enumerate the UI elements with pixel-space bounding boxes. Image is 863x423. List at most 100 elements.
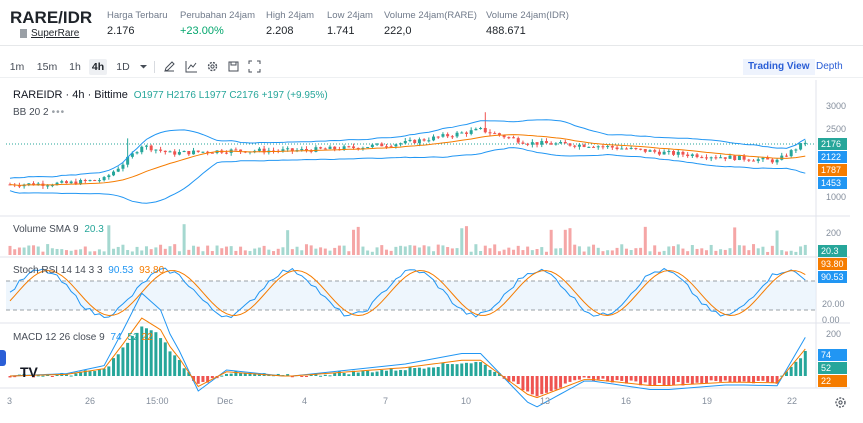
macd-signal-line (9, 317, 806, 399)
volume-bar (380, 245, 384, 255)
volume-bar (112, 248, 116, 255)
volume-bar (634, 248, 638, 255)
tab-trading-view[interactable]: Trading View (743, 59, 815, 75)
macd-histogram-bar (422, 368, 426, 376)
candle-body (342, 146, 346, 150)
candle-body (789, 150, 793, 157)
macd-histogram-bar (36, 375, 40, 377)
volume-bar (215, 245, 219, 255)
volume-bar (130, 251, 134, 255)
candle-body (366, 147, 370, 149)
macd-histogram-bar (192, 376, 196, 381)
volume-bar (497, 251, 501, 255)
coin-name-link[interactable]: SuperRare (20, 28, 79, 39)
candle-body (686, 154, 690, 157)
interval-4h[interactable]: 4h (89, 59, 107, 75)
side-panel-toggle[interactable] (0, 350, 6, 366)
macd-histogram-bar (432, 367, 436, 376)
candle-body (112, 171, 116, 176)
volume-bar (116, 246, 120, 255)
macd-histogram-bar (224, 373, 228, 376)
stoch-tick: 0.00 (822, 315, 840, 325)
macd-histogram-bar (427, 367, 431, 376)
volume-bar (464, 226, 468, 255)
macd-histogram-bar (554, 376, 558, 390)
candle-body (46, 185, 50, 187)
macd-histogram-bar (714, 376, 718, 382)
interval-1m[interactable]: 1m (9, 61, 25, 73)
volume-bar (328, 250, 332, 255)
macd-histogram-bar (657, 376, 661, 383)
volume-bar (507, 247, 511, 255)
macd-histogram-bar (248, 372, 252, 376)
candle-body (544, 141, 548, 144)
macd-histogram-bar (361, 370, 365, 376)
save-icon[interactable] (227, 60, 240, 73)
candle-body (639, 148, 643, 150)
interval-1d[interactable]: 1D (116, 61, 130, 73)
macd-histogram-bar (32, 376, 36, 378)
macd-histogram-bar (375, 371, 379, 376)
candle-body (761, 157, 765, 160)
tab-depth[interactable]: Depth (816, 61, 843, 72)
x-label: 26 (85, 396, 96, 406)
macd-histogram-bar (784, 371, 788, 376)
volume-bar (526, 246, 530, 255)
indicator-chart-icon[interactable] (185, 60, 198, 73)
volume-bar (107, 225, 111, 255)
chart-settings-icon[interactable] (834, 396, 847, 409)
macd-histogram-bar (403, 370, 407, 376)
volume-bar (479, 251, 483, 255)
candle-body (384, 146, 388, 148)
volume-bar (615, 247, 619, 255)
candle-body (140, 146, 144, 153)
fullscreen-icon[interactable] (248, 60, 261, 73)
candle-body (450, 136, 454, 138)
candle-body (695, 154, 699, 158)
interval-15m[interactable]: 15m (36, 61, 58, 73)
candle-body (290, 148, 294, 151)
volume-bar (149, 249, 153, 255)
macd-histogram-bar (328, 375, 332, 377)
candle-body (370, 144, 374, 148)
volume-bar (337, 245, 341, 255)
volume-bar (568, 228, 572, 255)
volume-bar (672, 246, 676, 255)
macd-histogram-bar (417, 367, 421, 376)
volume-bar (733, 227, 737, 255)
volume-bar (93, 251, 97, 255)
coin-name-label[interactable]: SuperRare (31, 28, 80, 39)
candle-body (394, 144, 398, 147)
candle-body (775, 159, 779, 163)
candle-body (549, 143, 553, 145)
volume-bar (723, 249, 727, 255)
volume-bar (709, 244, 713, 255)
draw-pencil-icon[interactable] (163, 60, 176, 73)
candle-body (206, 151, 210, 153)
volume-tick: 200 (826, 228, 842, 238)
candle-body (601, 146, 605, 148)
macd-histogram-bar (479, 362, 483, 376)
volume-bar (243, 250, 247, 255)
settings-gear-icon[interactable] (206, 60, 219, 73)
dropdown-arrow-icon[interactable] (137, 60, 150, 73)
volume-bar (582, 251, 586, 255)
interval-1h[interactable]: 1h (69, 61, 81, 73)
macd-histogram-bar (488, 369, 492, 376)
volume-bar (530, 250, 534, 255)
macd-histogram-bar (323, 374, 327, 376)
stoch-tag-d: 93.80 (818, 258, 847, 270)
volume-bar (201, 251, 205, 255)
x-label: 16 (621, 396, 632, 406)
volume-bar (41, 251, 45, 255)
candle-body (60, 181, 64, 183)
macd-histogram-bar (380, 369, 384, 376)
document-icon (20, 29, 27, 38)
price-tag-last: 2176 (818, 138, 847, 150)
volume-bar (281, 247, 285, 255)
candle-body (192, 150, 196, 155)
stat-last-price: Harga Terbaru 2.176 (107, 10, 168, 37)
macd-histogram-bar (144, 328, 148, 376)
price-tick: 3000 (826, 101, 847, 111)
